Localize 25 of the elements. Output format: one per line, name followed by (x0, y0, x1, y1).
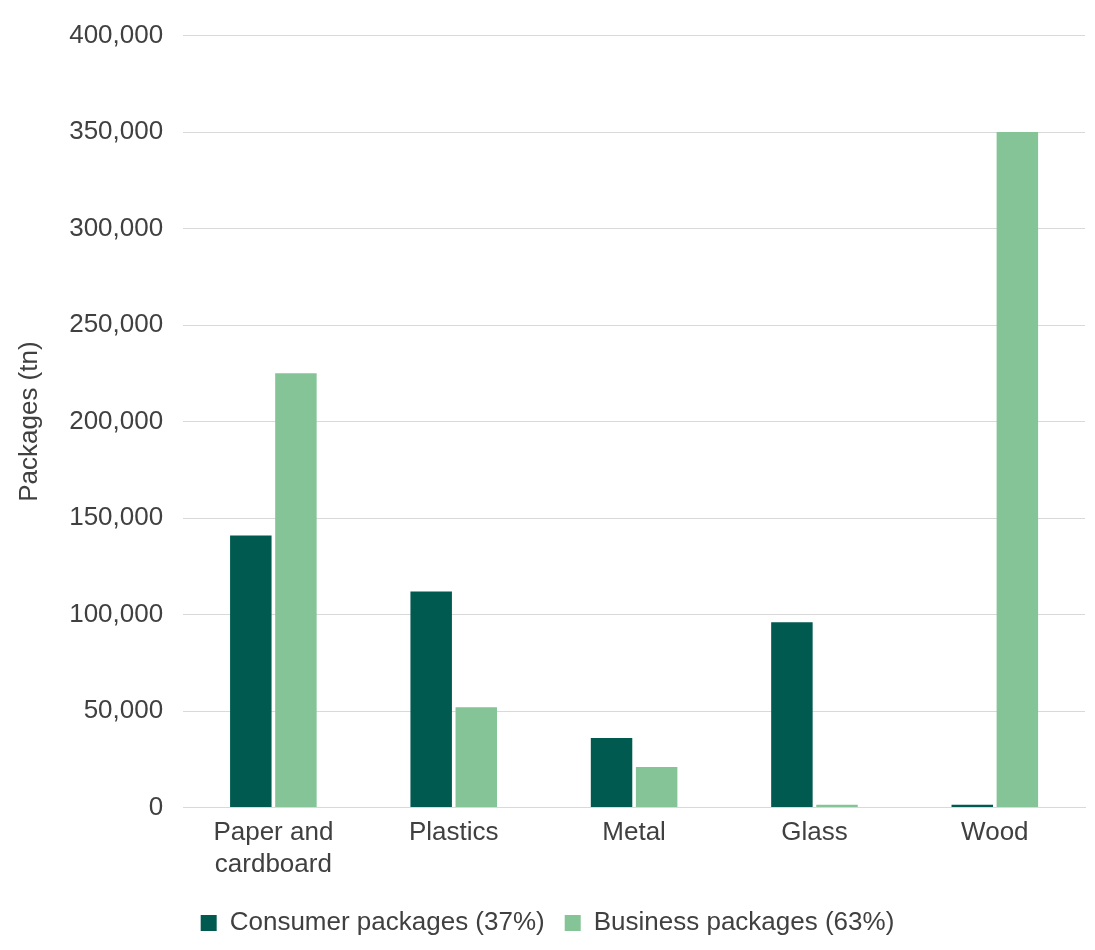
y-tick-label: 0 (148, 790, 164, 821)
x-tick-label: Wood (961, 816, 1029, 847)
bar (230, 535, 272, 808)
y-tick-label: 100,000 (69, 597, 164, 628)
x-tick-label: Plastics (408, 816, 499, 847)
x-tick-label: Metal (602, 816, 666, 847)
y-tick-label: 150,000 (69, 501, 164, 532)
y-tick-label: 250,000 (69, 308, 164, 339)
bar (771, 622, 813, 808)
y-tick-label: 50,000 (83, 694, 164, 725)
legend-label: Business packages (63%) (593, 906, 895, 937)
y-tick-label: 350,000 (69, 115, 164, 146)
bar (590, 738, 633, 808)
bar (996, 132, 1039, 808)
y-axis-title: Packages (tn) (12, 341, 43, 502)
y-tick-label: 200,000 (69, 404, 164, 435)
y-tick-label: 300,000 (69, 211, 164, 242)
x-tick-label: Glass (781, 816, 848, 847)
bar (455, 707, 498, 808)
bar (410, 591, 452, 808)
legend-label: Consumer packages (37%) (229, 906, 545, 937)
bar (275, 373, 317, 808)
y-tick-label: 400,000 (69, 18, 164, 49)
x-tick-label: Paper and cardboard (213, 816, 334, 878)
bar (635, 767, 678, 808)
